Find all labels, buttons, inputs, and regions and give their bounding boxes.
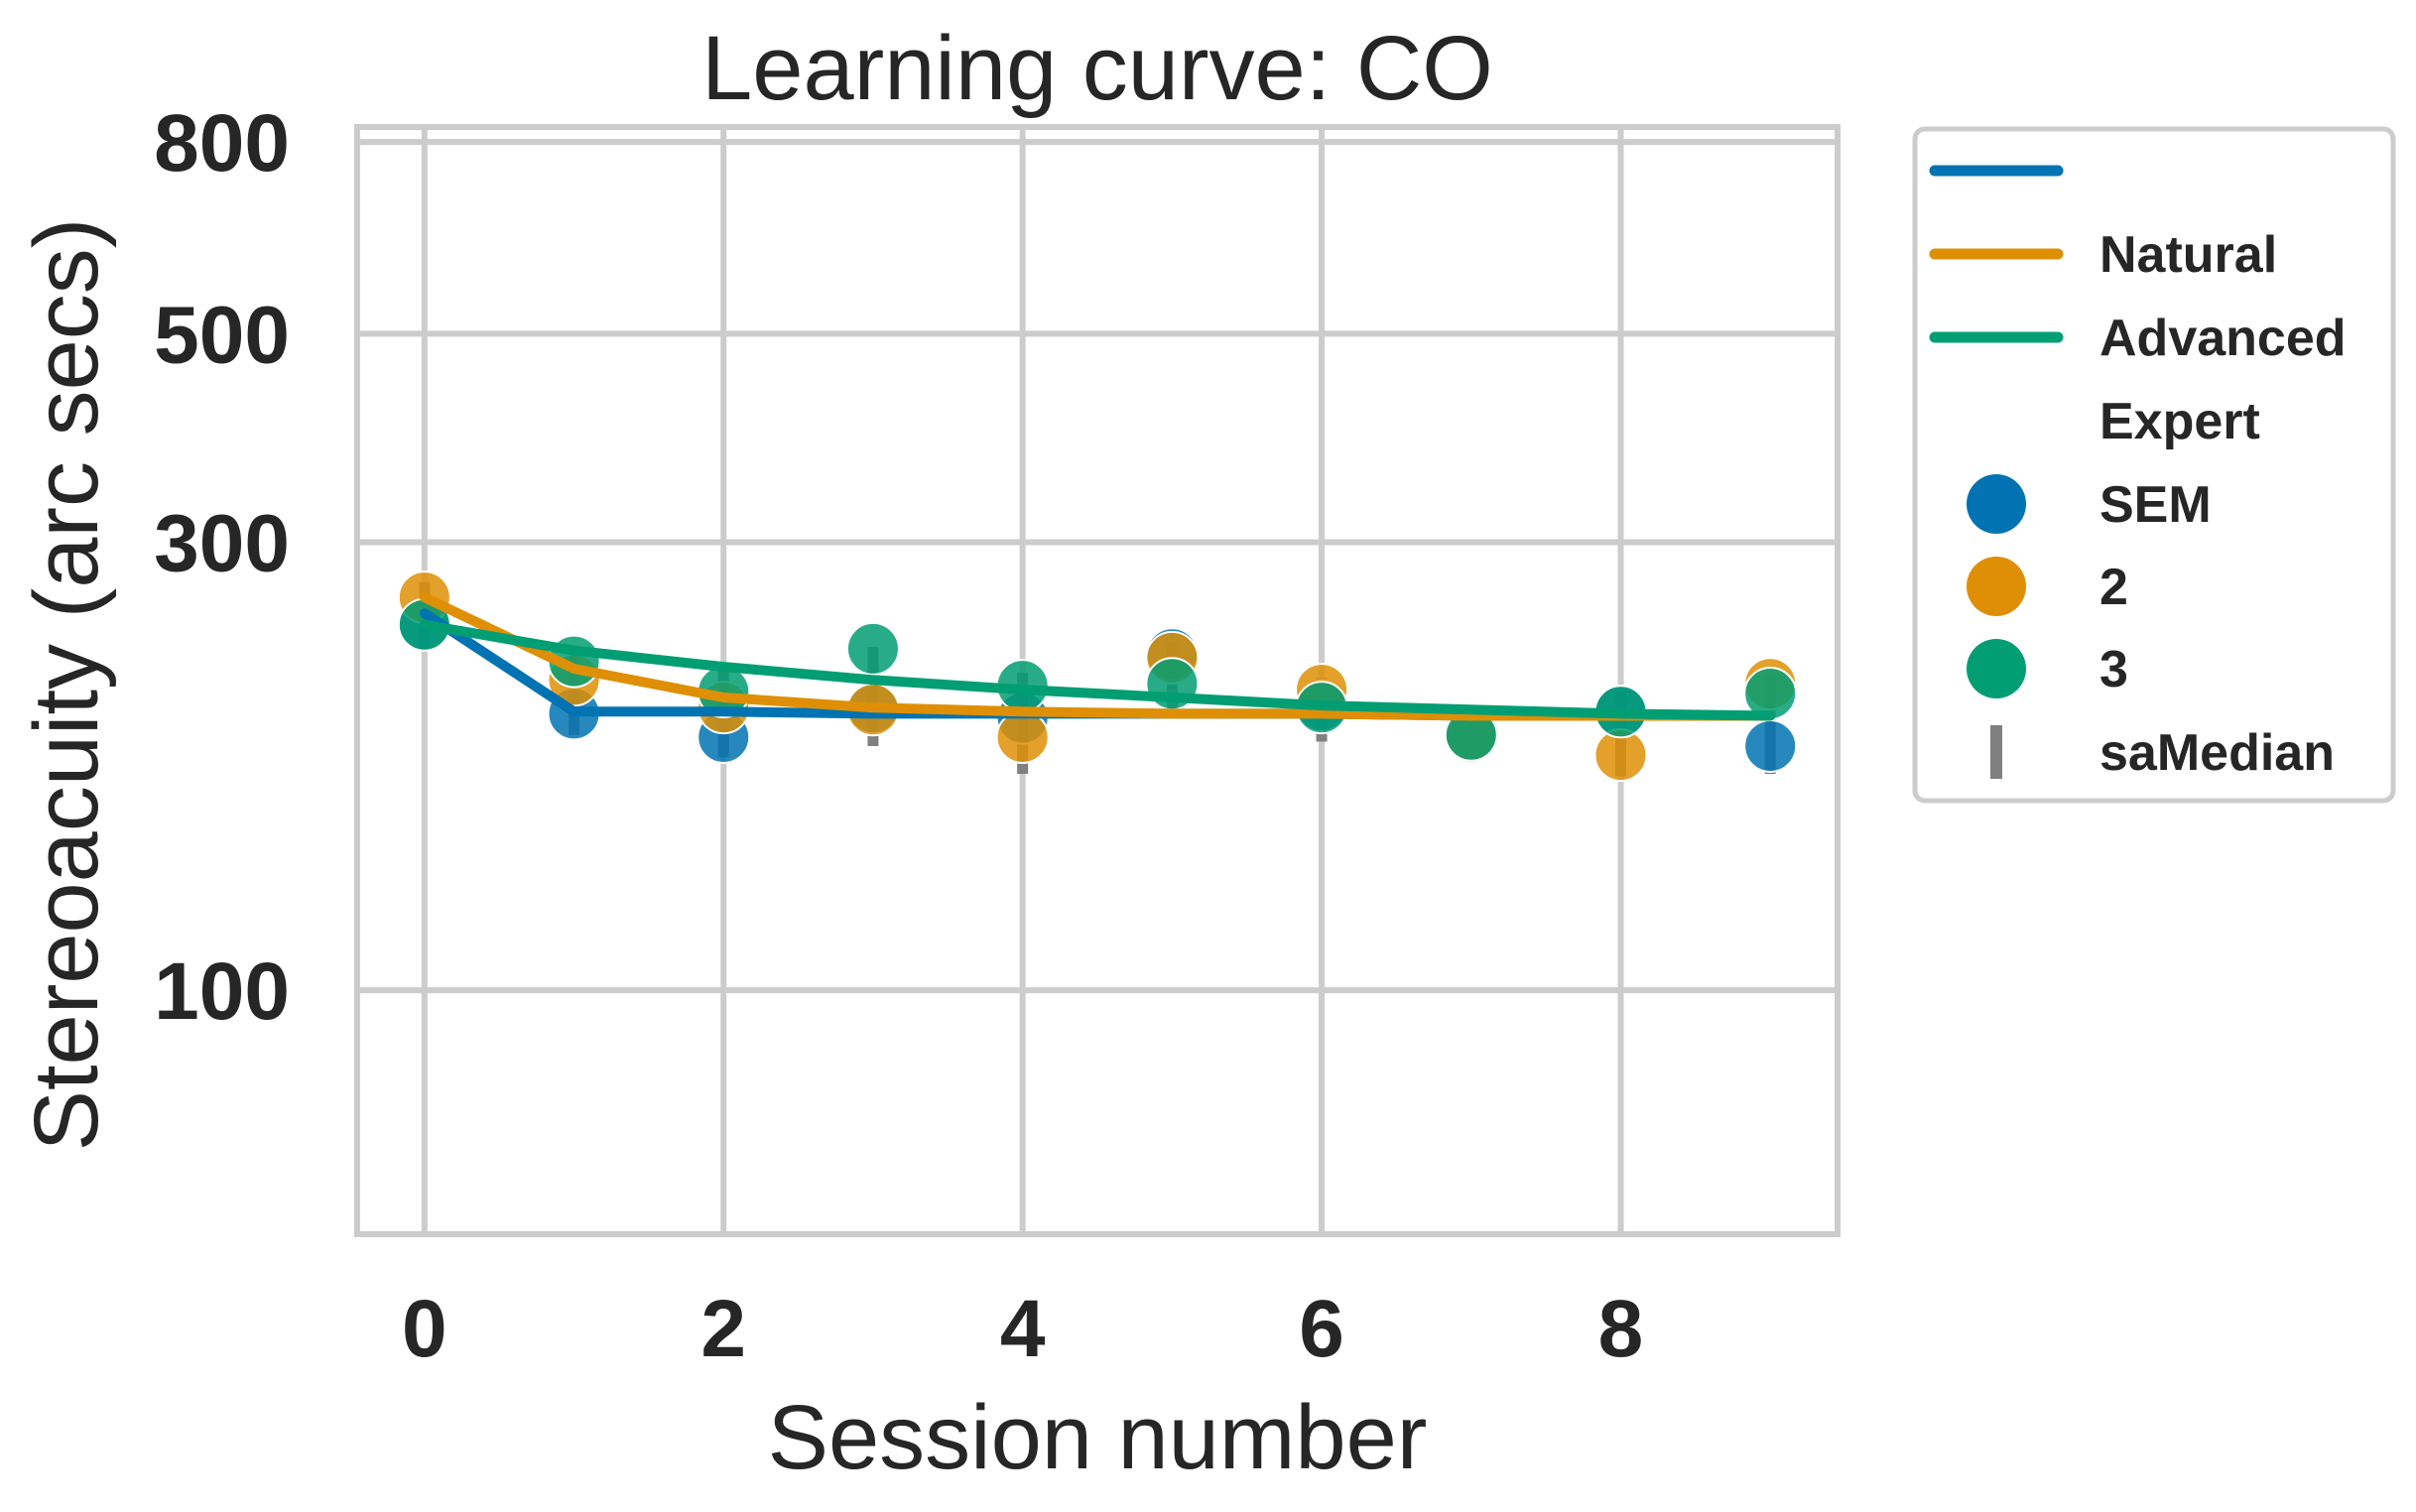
- y-tick-label: 800: [154, 98, 290, 189]
- y-tick-labels: 100 300 500 800: [154, 98, 290, 1037]
- fit-lines: [419, 592, 1776, 721]
- fit-line: [419, 619, 1776, 721]
- data-point: [1743, 718, 1798, 773]
- x-tick-labels: 0 2 4 6 8: [402, 1284, 1643, 1374]
- legend-label-2: 2: [2099, 559, 2128, 616]
- legend-label-natural: Natural: [2099, 226, 2277, 284]
- grid: [357, 127, 1838, 1234]
- legend-label-sem: SEM: [2099, 476, 2212, 534]
- data-point: [995, 710, 1050, 765]
- x-tick-label: 6: [1299, 1284, 1344, 1374]
- y-tick-label: 500: [154, 290, 290, 380]
- legend-marker-header: Expert: [2099, 393, 2260, 450]
- legend-label-samedian: saMedian: [2099, 724, 2335, 782]
- y-tick-label: 100: [154, 946, 290, 1037]
- legend-frame: [1912, 126, 2396, 804]
- y-tick-label: 300: [154, 498, 290, 588]
- data-point: [845, 621, 900, 676]
- x-tick-label: 2: [700, 1284, 746, 1374]
- legend-marker-sem: [1967, 474, 2026, 534]
- x-tick-label: 8: [1598, 1284, 1644, 1374]
- chart-title: Learning curve: CO: [701, 18, 1493, 119]
- x-tick-label: 0: [402, 1284, 447, 1374]
- plot-frame: [354, 124, 1841, 1237]
- legend: Natural Advanced Expert SEM 2 3 saMedian: [1912, 126, 2396, 804]
- y-axis-label: Stereoacuity (arc secs): [16, 218, 117, 1152]
- legend-marker-3: [1967, 639, 2026, 698]
- legend-label-advanced: Advanced: [2099, 310, 2347, 367]
- legend-label-3: 3: [2099, 641, 2128, 698]
- x-axis-label: Session number: [768, 1387, 1428, 1488]
- legend-marker-2: [1967, 557, 2026, 616]
- x-tick-label: 4: [1000, 1284, 1046, 1374]
- fit-line: [419, 608, 1776, 721]
